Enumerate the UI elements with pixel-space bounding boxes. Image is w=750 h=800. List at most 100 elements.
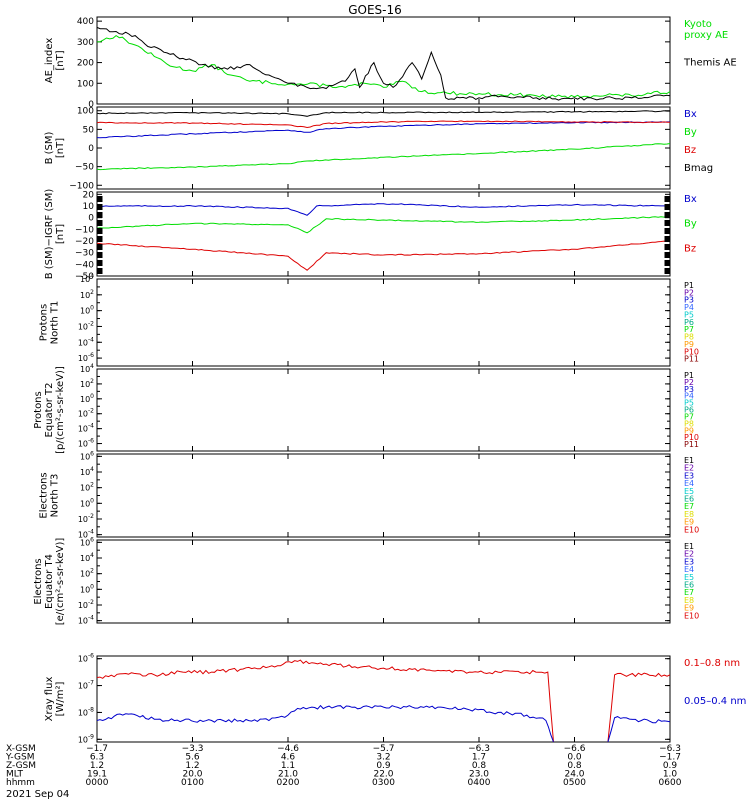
x-row-value: 6.3 xyxy=(90,753,104,763)
x-row-value: 24.0 xyxy=(564,770,584,780)
x-row-value: 0.0 xyxy=(567,753,582,763)
legend-label: Kyoto xyxy=(684,19,712,30)
x-row-value: 0.8 xyxy=(472,761,487,771)
x-row-label: MLT xyxy=(6,770,24,780)
edge-marker xyxy=(664,260,671,266)
y-tick-label: 100 xyxy=(80,393,94,404)
legend-label: P1 xyxy=(684,281,694,290)
x-row-value: 0.8 xyxy=(567,761,582,771)
series-line-bmag xyxy=(97,110,670,117)
x-row-value: −5.7 xyxy=(373,744,395,754)
y-tick-label: 100 xyxy=(80,583,94,594)
series-line-by xyxy=(97,143,670,171)
legend-label: E1 xyxy=(684,456,694,465)
y-tick-label: 102 xyxy=(80,568,94,579)
y-tick-label: 200 xyxy=(77,59,94,69)
x-row-value: 20.0 xyxy=(182,770,202,780)
legend-label: P1 xyxy=(684,371,694,380)
x-row-value: 1.0 xyxy=(663,770,678,780)
panel-frame xyxy=(96,106,671,190)
x-row-value: 5.6 xyxy=(185,753,200,763)
y-tick-label: 10-7 xyxy=(78,680,94,691)
legend-label: E4 xyxy=(684,479,694,488)
x-row-label: X-GSM xyxy=(6,744,36,754)
panel-frame xyxy=(96,368,671,452)
y-tick-label: 104 xyxy=(80,363,94,374)
x-row-value: 0600 xyxy=(659,778,682,788)
edge-marker xyxy=(96,220,103,226)
y-axis-label: Xray flux[W/m²] xyxy=(44,677,66,722)
legend-label: E2 xyxy=(684,464,694,473)
legend-label: E8 xyxy=(684,510,694,519)
x-row-value: 3.2 xyxy=(376,753,390,763)
y-tick-label: 10-4 xyxy=(78,423,94,434)
y-tick-label: 102 xyxy=(80,378,94,389)
y-tick-label: 10-9 xyxy=(78,733,94,744)
panel-frame xyxy=(96,16,671,105)
legend-label: E1 xyxy=(684,542,694,551)
legend-label: P10 xyxy=(684,347,699,356)
y-axis-label: B (SM)−IGRF (SM)[nT] xyxy=(44,189,66,280)
plot-title: GOES-16 xyxy=(348,3,402,17)
legend-label: P9 xyxy=(684,426,694,435)
x-row-value: 0400 xyxy=(468,778,491,788)
y-tick-label: −10 xyxy=(75,225,94,235)
legend-label: Bz xyxy=(684,145,696,156)
panel-frame xyxy=(96,191,671,277)
panel-8: 10-6 10-7 10-8 10-9 Xray flux[W/m²] 0.1–0.8 n… xyxy=(44,653,746,745)
y-axis-label: ProtonsNorth T1 xyxy=(39,301,61,345)
x-row-value: 23.0 xyxy=(469,770,489,780)
legend-label: P11 xyxy=(684,355,699,364)
y-tick-label: 102 xyxy=(80,289,94,300)
y-tick-label: 400 xyxy=(77,17,94,27)
x-row-label: Y-GSM xyxy=(5,753,34,763)
legend-label: P5 xyxy=(684,399,694,408)
x-row-value: −6.6 xyxy=(564,744,586,754)
y-tick-label: 104 xyxy=(80,466,94,477)
legend-label: 0.05–0.4 nm xyxy=(684,696,746,707)
y-tick-label: 0 xyxy=(88,100,94,110)
y-tick-label: 10-6 xyxy=(78,352,94,363)
legend-label: E7 xyxy=(684,502,694,511)
edge-marker xyxy=(96,212,103,218)
edge-marker xyxy=(96,252,103,258)
panel-4: 104 102 100 10-2 10-4 10-6 ProtonsNorth T1 P1P2… xyxy=(39,273,699,367)
panel-frame xyxy=(96,655,671,743)
panel-frame xyxy=(96,539,671,624)
legend-label: proxy AE xyxy=(684,30,728,41)
legend-label: E10 xyxy=(684,611,699,620)
x-row-value: −1.7 xyxy=(659,753,681,763)
y-tick-label: 100 xyxy=(80,497,94,508)
legend-label: E4 xyxy=(684,565,694,574)
panel-frame xyxy=(96,453,671,538)
legend-label: E7 xyxy=(684,588,694,597)
legend-label: P9 xyxy=(684,340,694,349)
edge-marker xyxy=(664,212,671,218)
y-tick-label: 100 xyxy=(80,305,94,316)
y-tick-label: 20 xyxy=(83,190,95,200)
legend-label: P8 xyxy=(684,333,694,342)
y-tick-label: 10-2 xyxy=(78,513,94,524)
series-line-bx xyxy=(97,121,670,139)
series-group xyxy=(97,659,670,742)
y-tick-label: −100 xyxy=(69,181,94,191)
legend-label: E3 xyxy=(684,557,694,566)
edge-marker xyxy=(664,220,671,226)
y-tick-label: −20 xyxy=(75,237,94,247)
legend-label: E9 xyxy=(684,518,694,527)
y-tick-label: 10-2 xyxy=(78,599,94,610)
legend-label: E8 xyxy=(684,596,694,605)
x-row-label: hhmm xyxy=(6,778,35,788)
y-tick-label: 102 xyxy=(80,482,94,493)
y-tick-label: 106 xyxy=(80,536,94,547)
date-label: 2021 Sep 04 xyxy=(6,789,69,800)
panel-3: 20 10 0−10 −20 −30−40 −50 B (SM)−IGRF (SM)[nT]… xyxy=(44,189,697,282)
edge-marker xyxy=(96,268,103,274)
y-tick-label: 100 xyxy=(77,107,94,117)
y-tick-label: 0 xyxy=(88,214,94,224)
series-group xyxy=(97,26,670,101)
y-tick-label: 10-2 xyxy=(78,408,94,419)
x-row-value: 4.6 xyxy=(281,753,296,763)
series-group xyxy=(97,110,670,171)
